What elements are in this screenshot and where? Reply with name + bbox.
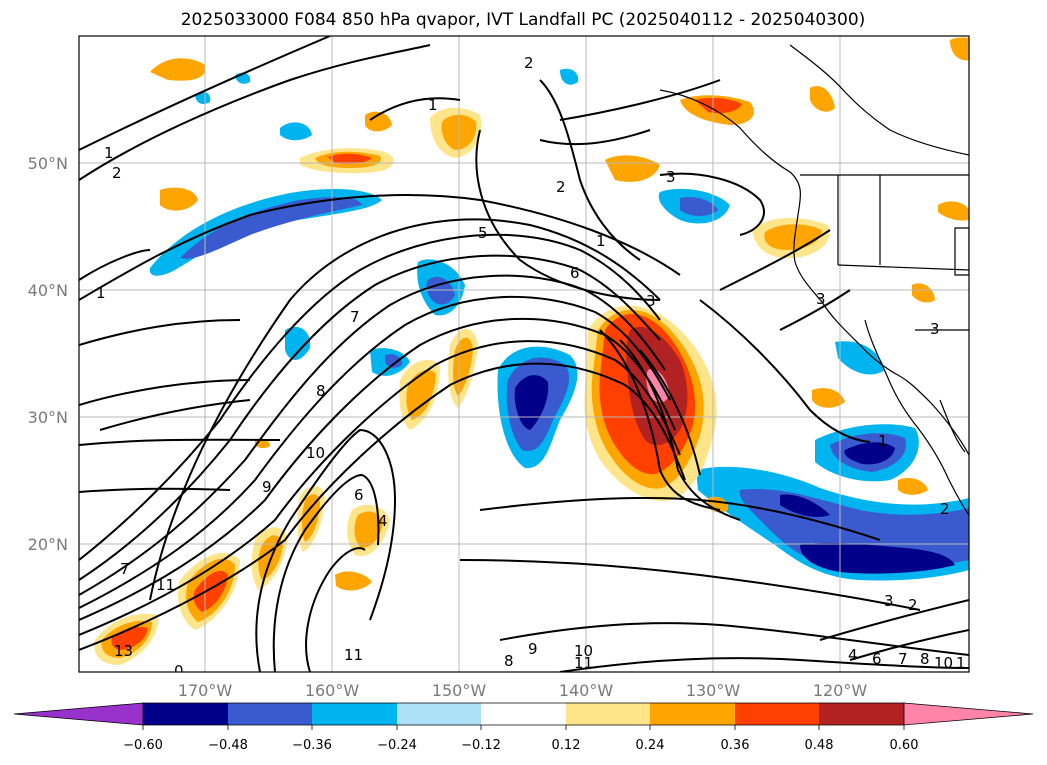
colorbar-tick-label: −0.36 <box>292 738 332 753</box>
contour-label: 10 <box>934 654 953 672</box>
contour-label: 6 <box>354 486 364 504</box>
colorbar-tick-label: 0.12 <box>552 738 581 753</box>
contour-label: 5 <box>478 224 488 242</box>
colorbar-bin <box>650 703 735 725</box>
contour-labels: 1 2 1 2 3 2 1 5 6 3 1 7 8 10 9 6 4 7 11 … <box>96 54 966 680</box>
graticule <box>79 36 969 672</box>
lon-label: 130°W <box>686 681 741 700</box>
contour-label: 3 <box>884 592 894 610</box>
contour-label: 11 <box>156 576 175 594</box>
contour-label: 6 <box>872 650 882 668</box>
contour-label: 4 <box>848 646 858 664</box>
colorbar-tick-label: 0.36 <box>721 738 750 753</box>
colorbar-tick-label: 0.48 <box>805 738 834 753</box>
contour-label: 2 <box>940 500 950 518</box>
contour-label: 10 <box>306 444 325 462</box>
contour-label: 4 <box>378 512 388 530</box>
contour-label: 10 <box>574 642 593 660</box>
contour-label: 7 <box>120 560 130 578</box>
contour-label: 11 <box>574 654 593 672</box>
contour-label: 7 <box>350 308 360 326</box>
contour-label: 6 <box>570 264 580 282</box>
longitude-labels: 170°W 160°W 150°W 140°W 130°W 120°W <box>178 681 868 700</box>
contour-label: 1 <box>428 96 438 114</box>
contour-label: 8 <box>920 650 930 668</box>
contour-label: 0 <box>174 662 184 680</box>
lon-label: 150°W <box>432 681 487 700</box>
lat-label: 30°N <box>28 408 68 427</box>
lat-label: 20°N <box>28 535 68 554</box>
contour-label: 7 <box>898 650 908 668</box>
contour-label: 8 <box>316 382 326 400</box>
latitude-labels: 50°N 40°N 30°N 20°N <box>28 154 68 554</box>
contour-label: 11 <box>344 646 363 664</box>
lon-label: 140°W <box>559 681 614 700</box>
negative-anomaly-shading <box>149 68 969 581</box>
figure-title: 2025033000 F084 850 hPa qvapor, IVT Land… <box>181 10 866 30</box>
contour-label: 3 <box>816 290 826 308</box>
coastlines <box>659 44 969 516</box>
lon-label: 170°W <box>178 681 233 700</box>
colorbar-tick-label: 0.24 <box>636 738 665 753</box>
contour-label: 13 <box>114 642 133 660</box>
lon-label: 120°W <box>813 681 868 700</box>
colorbar-bin <box>481 703 566 725</box>
map-panel: 1 2 1 2 3 2 1 5 6 3 1 7 8 10 9 6 4 7 11 … <box>79 36 969 680</box>
colorbar-tick-label: 0.60 <box>890 738 919 753</box>
lat-label: 50°N <box>28 154 68 173</box>
colorbar-extend-high <box>903 702 1034 726</box>
contour-label: 1 <box>596 232 606 250</box>
colorbar-bin <box>566 703 650 725</box>
contour-label: 1 <box>878 432 888 450</box>
colorbar-tick-label: −0.12 <box>461 738 501 753</box>
contour-label: 9 <box>528 640 538 658</box>
contour-label: 1 <box>956 654 966 672</box>
colorbar-tick-label: −0.60 <box>123 738 163 753</box>
colorbar-bin <box>819 703 904 725</box>
contour-label: 3 <box>646 292 656 310</box>
positive-anomaly-shading <box>94 37 969 665</box>
contour-label: 2 <box>524 54 534 72</box>
contour-label: 1 <box>104 144 114 162</box>
colorbar-bin <box>228 703 312 725</box>
colorbar-bin <box>143 703 228 725</box>
map-frame <box>78 35 970 673</box>
colorbar-bin <box>312 703 397 725</box>
colorbar-bin <box>397 703 481 725</box>
colorbar-bin <box>735 703 819 725</box>
colorbar-tick-label: −0.24 <box>377 738 417 753</box>
colorbar-tick-label: −0.48 <box>208 738 248 753</box>
contour-label: 3 <box>930 320 940 338</box>
contour-label: 8 <box>504 652 514 670</box>
colorbar: −0.60 −0.48 −0.36 −0.24 −0.12 0.12 0.24 … <box>13 702 1034 753</box>
contour-label: 9 <box>262 478 272 496</box>
lon-label: 160°W <box>305 681 360 700</box>
contour-label: 2 <box>908 596 918 614</box>
contour-label: 3 <box>666 168 676 186</box>
ivt-contours <box>79 36 969 672</box>
contour-label: 2 <box>112 164 122 182</box>
lat-label: 40°N <box>28 281 68 300</box>
contour-label: 1 <box>96 284 106 302</box>
colorbar-extend-low <box>13 702 144 726</box>
contour-label: 2 <box>556 178 566 196</box>
